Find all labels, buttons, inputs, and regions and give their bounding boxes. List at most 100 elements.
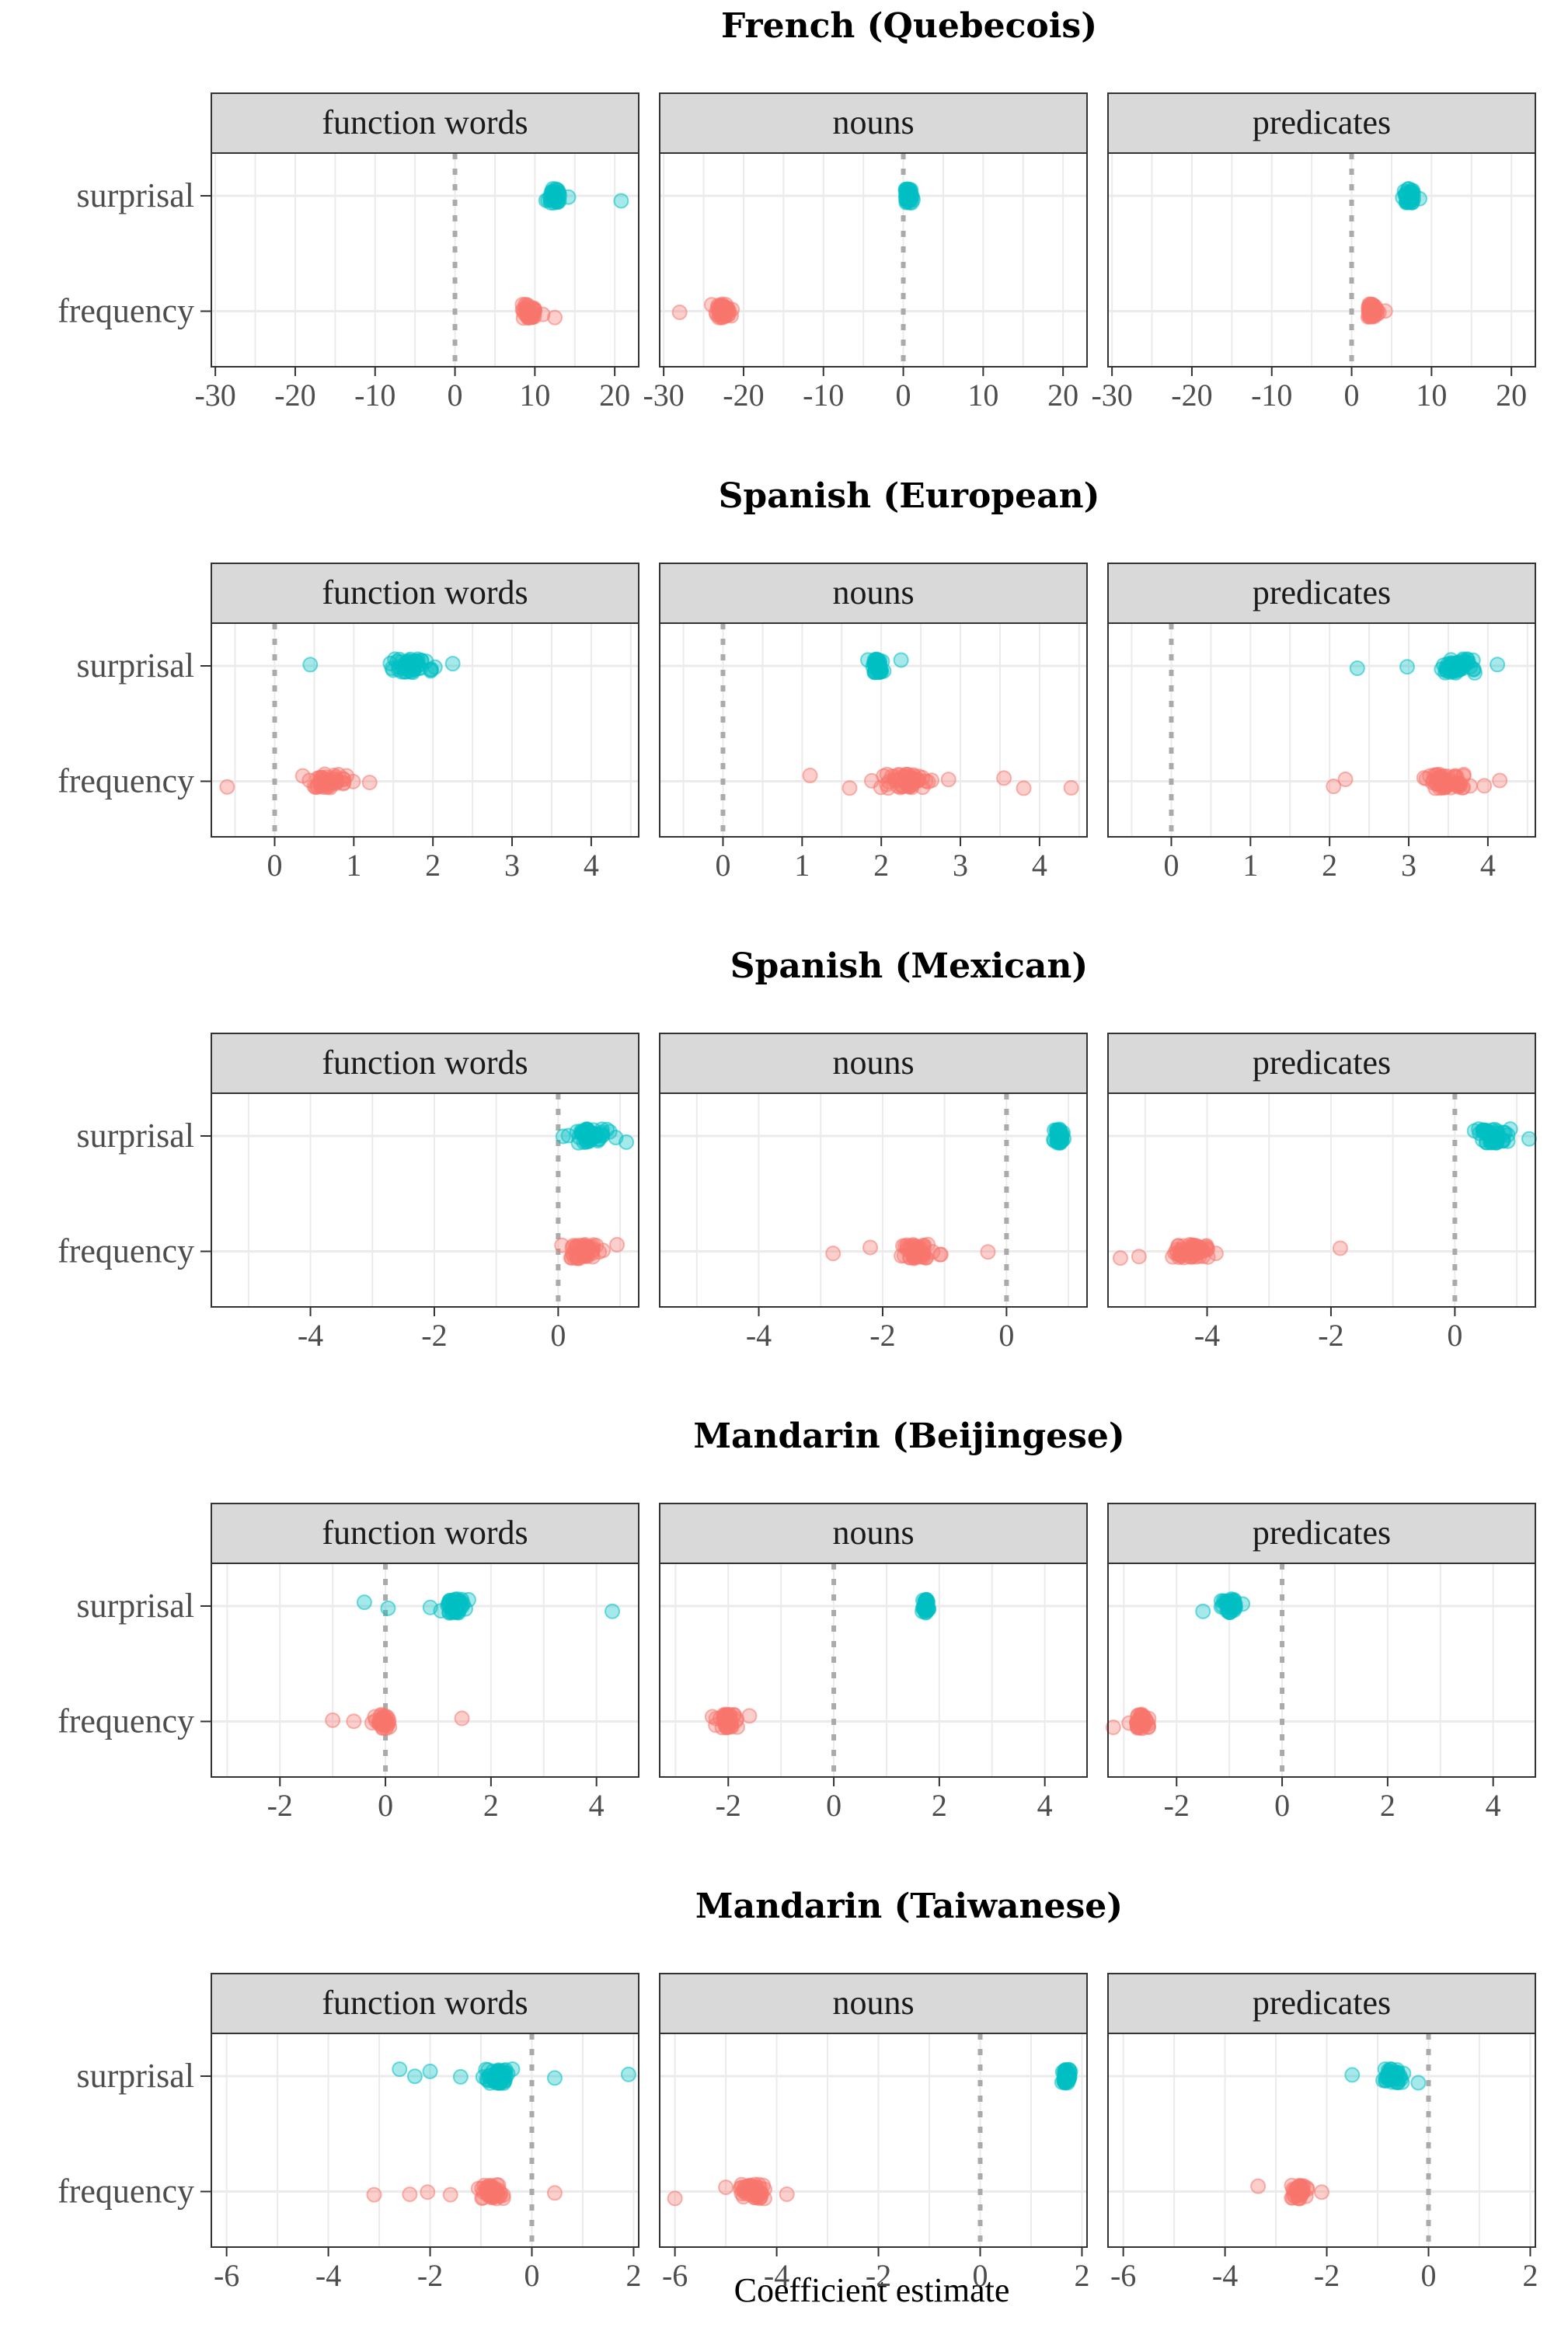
facet-strip [211, 1503, 639, 1564]
x-tick-label: 0 [378, 1788, 393, 1823]
x-tick-label: 2 [625, 2258, 641, 2293]
facet-panel: nouns -4 -2 0 [659, 1033, 1088, 1353]
facet-panel: function words -2 0 2 4 [211, 1503, 639, 1823]
panel-border [659, 622, 1088, 838]
data-point-frequency [715, 306, 731, 322]
data-point-frequency [609, 1236, 625, 1253]
facet-strip [659, 1973, 1088, 2034]
x-tick-label: 0 [267, 848, 282, 883]
plot-area [211, 1563, 639, 1777]
facet-panel: predicates -30 -20 -10 0 10 20 [1091, 92, 1536, 413]
x-tick-label: 3 [504, 848, 520, 883]
x-tick-label: -6 [662, 2258, 688, 2293]
x-tick-label: -2 [417, 2258, 443, 2293]
x-tick-label: -10 [354, 378, 395, 413]
data-point-frequency [723, 1717, 740, 1733]
data-point-frequency [420, 2184, 436, 2200]
data-point-frequency [1446, 775, 1462, 792]
data-point-surprisal [422, 2063, 438, 2079]
data-point-frequency [1476, 778, 1493, 794]
x-tick-label: -10 [1251, 378, 1292, 413]
data-point-surprisal [380, 1600, 396, 1616]
data-point-surprisal [1061, 2061, 1077, 2078]
plot-area [211, 2033, 639, 2247]
x-tick-label: 0 [896, 378, 911, 413]
data-point-surprisal [601, 1124, 618, 1140]
x-tick-label: -4 [1194, 1318, 1220, 1353]
facet-strip [211, 563, 639, 624]
data-point-frequency [588, 1237, 605, 1253]
data-point-surprisal [490, 2064, 506, 2081]
x-tick-label: -4 [764, 2258, 789, 2293]
panel-title: Spanish (Mexican) [730, 946, 1088, 986]
data-point-surprisal [406, 2068, 423, 2085]
data-point-frequency [1131, 1249, 1147, 1265]
panel-title: Spanish (European) [719, 476, 1100, 516]
x-tick-label: -30 [194, 378, 235, 413]
data-point-frequency [918, 1249, 935, 1266]
data-point-frequency [1326, 779, 1342, 795]
x-tick-label: -2 [1314, 2258, 1340, 2293]
data-point-surprisal [555, 1128, 571, 1145]
panel-border [211, 1563, 639, 1778]
x-tick-label: 0 [1421, 2258, 1437, 2293]
panel-border [1107, 1563, 1536, 1778]
data-point-surprisal [901, 182, 917, 198]
data-point-surprisal [451, 1605, 467, 1621]
data-point-frequency [862, 1239, 879, 1256]
data-point-frequency [1377, 303, 1393, 319]
data-point-surprisal [588, 1126, 605, 1142]
data-point-surprisal [389, 653, 406, 670]
x-tick-label: 0 [826, 1788, 841, 1823]
data-point-frequency [454, 1710, 470, 1726]
facet-strip-label: function words [322, 1044, 528, 1082]
data-point-surprisal [893, 652, 909, 668]
data-point-frequency [1337, 772, 1354, 788]
facet-panel: predicates -4 -2 0 [1107, 1033, 1538, 1353]
data-point-frequency [366, 2186, 382, 2203]
data-point-surprisal [620, 2066, 636, 2082]
x-tick-label: 2 [1074, 2258, 1089, 2293]
data-point-frequency [841, 780, 858, 796]
x-tick-label: 10 [967, 378, 998, 413]
data-point-frequency [911, 768, 927, 785]
facet-panel: function words 0 1 2 3 4 [211, 563, 639, 883]
data-point-frequency [1112, 1250, 1128, 1267]
x-tick-label: -4 [1212, 2258, 1238, 2293]
panel-title: Mandarin (Beijingese) [693, 1416, 1124, 1456]
facet-strip [211, 1973, 639, 2034]
plot-area [660, 1563, 1087, 1777]
x-tick-label: 2 [483, 1788, 499, 1823]
data-point-surprisal [1399, 659, 1415, 675]
data-point-frequency [704, 1709, 720, 1725]
data-point-frequency [219, 779, 235, 795]
x-tick-label: 0 [998, 1318, 1014, 1353]
facet-strip [659, 1033, 1088, 1094]
data-point-surprisal [1521, 1131, 1538, 1147]
panel-border [211, 1092, 639, 1308]
data-point-frequency [376, 1709, 392, 1725]
x-tick-label: -6 [214, 2258, 239, 2293]
data-point-frequency [442, 2186, 458, 2203]
x-tick-label: -2 [869, 1318, 895, 1353]
x-tick-label: 0 [1344, 378, 1360, 413]
data-point-surprisal [1344, 2067, 1361, 2083]
x-tick-label: -30 [1091, 378, 1132, 413]
x-tick-label: -10 [803, 378, 844, 413]
facet-strip [1107, 563, 1536, 624]
data-point-frequency [322, 774, 339, 790]
facet-strip [211, 92, 639, 154]
facet-strip-label: nouns [832, 103, 914, 141]
x-tick-label: 4 [1480, 848, 1496, 883]
data-point-frequency [667, 2190, 683, 2207]
data-point-surprisal [918, 1598, 934, 1615]
facet-panel: predicates 0 1 2 3 4 [1107, 563, 1536, 883]
panel-border [1107, 2033, 1536, 2248]
facet-panel: function words -30 -20 -10 0 10 20 [194, 92, 639, 413]
x-tick-label: 4 [1486, 1788, 1501, 1823]
x-tick-label: 4 [1032, 848, 1047, 883]
data-point-surprisal [302, 657, 319, 673]
x-tick-label: -2 [421, 1318, 447, 1353]
facet-strip-label: nouns [832, 573, 914, 611]
data-point-surprisal [1486, 1131, 1503, 1148]
